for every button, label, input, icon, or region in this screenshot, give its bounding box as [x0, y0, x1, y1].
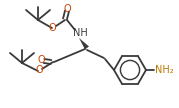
Text: O: O — [48, 23, 56, 33]
Text: O: O — [63, 4, 71, 14]
Text: O: O — [37, 55, 45, 65]
Text: NH₂: NH₂ — [155, 65, 173, 75]
Text: O: O — [35, 65, 43, 75]
Text: NH: NH — [73, 28, 87, 38]
Polygon shape — [79, 38, 89, 50]
